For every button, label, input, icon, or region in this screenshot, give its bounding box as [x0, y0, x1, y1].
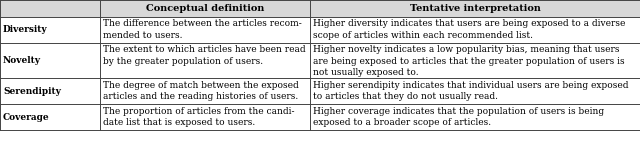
Text: The proportion of articles from the candi-
date list that is exposed to users.: The proportion of articles from the cand…: [103, 106, 294, 127]
Text: Conceptual definition: Conceptual definition: [146, 4, 264, 13]
Text: Novelty: Novelty: [3, 56, 41, 65]
Text: Serendipity: Serendipity: [3, 87, 61, 96]
Text: Higher diversity indicates that users are being exposed to a diverse
scope of ar: Higher diversity indicates that users ar…: [313, 20, 625, 40]
Text: The extent to which articles have been read
by the greater population of users.: The extent to which articles have been r…: [103, 45, 306, 66]
Text: Higher novelty indicates a low popularity bias, meaning that users
are being exp: Higher novelty indicates a low popularit…: [313, 45, 625, 77]
Bar: [0, 0, 640, 17]
Text: Coverage: Coverage: [3, 112, 50, 122]
Text: Tentative interpretation: Tentative interpretation: [410, 4, 540, 13]
Text: Higher coverage indicates that the population of users is being
exposed to a bro: Higher coverage indicates that the popul…: [313, 106, 604, 127]
Text: The difference between the articles recom-
mended to users.: The difference between the articles reco…: [103, 20, 301, 40]
Text: Higher serendipity indicates that individual users are being exposed
to articles: Higher serendipity indicates that indivi…: [313, 81, 628, 101]
Text: Diversity: Diversity: [3, 26, 47, 34]
Text: The degree of match between the exposed
articles and the reading histories of us: The degree of match between the exposed …: [103, 81, 299, 101]
